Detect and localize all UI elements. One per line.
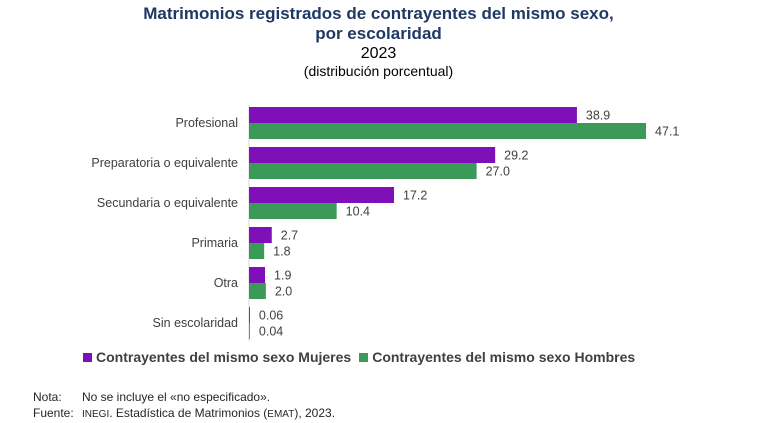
chart-title-line2: por escolaridad — [315, 24, 442, 43]
legend-swatch-mujeres — [83, 352, 92, 362]
legend-label-hombres: Contrayentes del mismo sexo Hombres — [372, 349, 636, 365]
source-abbr: EMAT — [267, 409, 295, 420]
category-label: Otra — [214, 276, 238, 290]
data-label: 29.2 — [504, 149, 528, 163]
chart-unit: (distribución porcentual) — [303, 63, 454, 79]
data-label: 47.1 — [655, 125, 679, 139]
note-key: Nota: — [33, 390, 62, 404]
bar-hombres — [249, 203, 337, 219]
bar-mujeres — [249, 187, 394, 203]
chart-year: 2023 — [360, 45, 397, 62]
data-label: 0.06 — [259, 309, 283, 323]
title-block: Matrimonios registrados de contrayentes … — [0, 4, 757, 80]
bar-mujeres — [249, 147, 496, 163]
bar-hombres — [249, 283, 266, 299]
source-text-2: ), 2023. — [294, 406, 336, 420]
legend-item-mujeres: Contrayentes del mismo sexo Mujeres — [83, 349, 351, 365]
category-label: Secundaria o equivalente — [97, 196, 238, 210]
source-org: INEGI — [82, 409, 110, 420]
note-text: No se incluye el «no especificado». — [82, 390, 271, 404]
bar-mujeres — [249, 227, 272, 243]
bar-mujeres — [249, 307, 250, 323]
data-label: 0.04 — [259, 325, 283, 339]
data-label: 10.4 — [346, 205, 370, 219]
bar-hombres — [249, 323, 250, 339]
data-label: 2.0 — [275, 285, 292, 299]
source-row: Fuente: INEGI. Estadística de Matrimonio… — [33, 405, 335, 423]
legend: Contrayentes del mismo sexo Mujeres Cont… — [83, 349, 643, 365]
bar-mujeres — [249, 267, 266, 283]
data-label: 2.7 — [281, 229, 298, 243]
chart-title-line1: Matrimonios registrados de contrayentes … — [143, 4, 614, 23]
bar-hombres — [249, 243, 265, 259]
bar-chart: Profesional 38.9 47.1 Preparatoria o equiva… — [91, 105, 679, 341]
legend-label-mujeres: Contrayentes del mismo sexo Mujeres — [96, 349, 352, 365]
category-label: Primaria — [191, 236, 238, 250]
data-label: 1.8 — [273, 245, 290, 259]
source-text-1: . Estadística de Matrimonios ( — [109, 406, 268, 420]
bar-hombres — [249, 163, 477, 179]
category-label: Preparatoria o equivalente — [91, 156, 238, 170]
footnotes: Nota: No se incluye el «no especificado»… — [33, 389, 335, 423]
data-label: 17.2 — [403, 189, 427, 203]
bar-hombres — [249, 123, 647, 139]
legend-item-hombres: Contrayentes del mismo sexo Hombres — [359, 349, 635, 365]
data-label: 38.9 — [586, 109, 610, 123]
category-label: Sin escolaridad — [153, 316, 239, 330]
data-label: 1.9 — [274, 269, 291, 283]
bar-mujeres — [249, 107, 577, 123]
category-label: Profesional — [175, 116, 238, 130]
note-row: Nota: No se incluye el «no especificado»… — [33, 389, 335, 405]
source-text: INEGI. Estadística de Matrimonios (EMAT)… — [82, 405, 335, 423]
legend-swatch-hombres — [359, 352, 369, 362]
data-label: 27.0 — [486, 165, 510, 179]
source-key: Fuente: — [33, 406, 74, 420]
